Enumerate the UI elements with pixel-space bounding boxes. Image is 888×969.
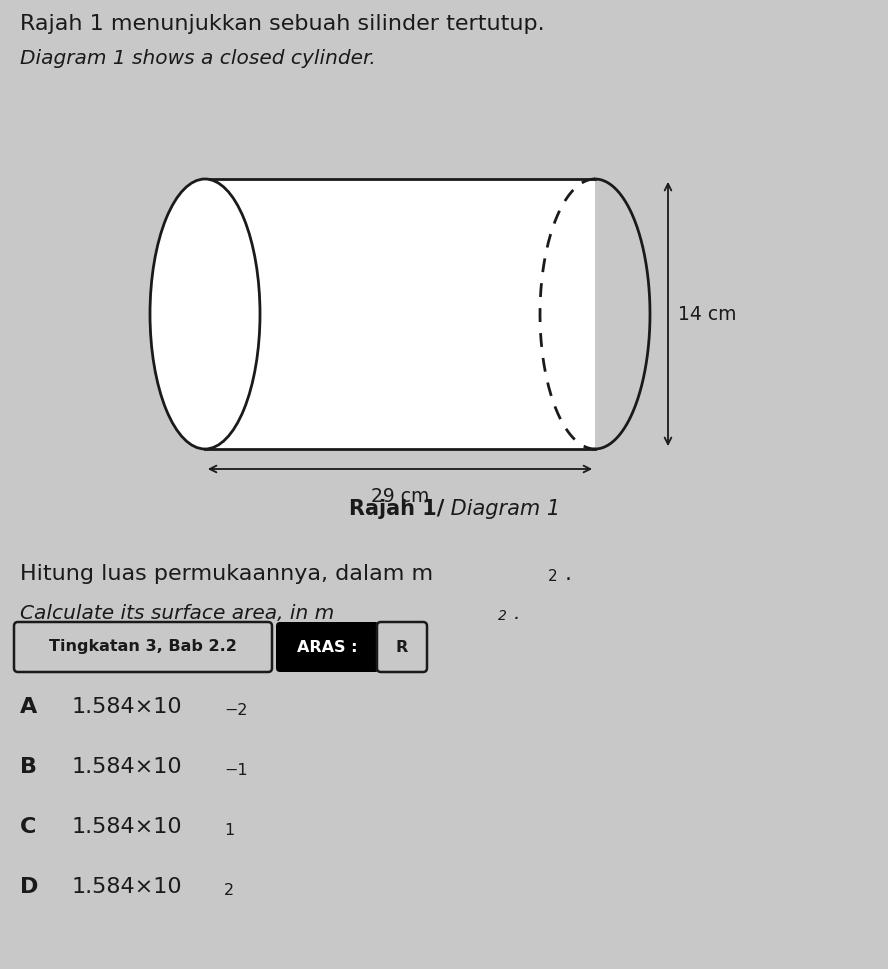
Text: −2: −2 [224,703,248,718]
Text: R: R [396,640,408,654]
Text: .: . [514,604,520,623]
Text: 2: 2 [548,569,558,584]
Text: Hitung luas permukaannya, dalam m: Hitung luas permukaannya, dalam m [20,564,433,584]
Ellipse shape [150,179,260,449]
Bar [205,179,595,449]
Text: 1.584×10: 1.584×10 [72,877,183,897]
Text: 1.584×10: 1.584×10 [72,817,183,837]
Text: A: A [20,697,37,717]
Text: −1: −1 [224,763,248,778]
FancyBboxPatch shape [276,622,379,672]
Text: D: D [20,877,38,897]
Text: 2: 2 [224,883,234,898]
FancyBboxPatch shape [377,622,427,672]
Text: Rajah 1 menunjukkan sebuah silinder tertutup.: Rajah 1 menunjukkan sebuah silinder tert… [20,14,544,34]
Text: 14 cm: 14 cm [678,304,736,324]
Text: 2: 2 [498,609,507,623]
Text: Calculate its surface area, in m: Calculate its surface area, in m [20,604,334,623]
Text: C: C [20,817,36,837]
Text: Diagram 1 shows a closed cylinder.: Diagram 1 shows a closed cylinder. [20,49,376,68]
Text: 1.584×10: 1.584×10 [72,697,183,717]
Text: Tingkatan 3, Bab 2.2: Tingkatan 3, Bab 2.2 [49,640,237,654]
Text: 1.584×10: 1.584×10 [72,757,183,777]
Text: ARAS :: ARAS : [297,640,358,654]
Text: 1: 1 [224,823,234,838]
FancyBboxPatch shape [14,622,272,672]
Text: Diagram 1: Diagram 1 [444,499,560,519]
Text: B: B [20,757,37,777]
Text: Rajah 1/: Rajah 1/ [349,499,444,519]
Text: 29 cm: 29 cm [371,487,429,506]
Text: .: . [565,564,572,584]
